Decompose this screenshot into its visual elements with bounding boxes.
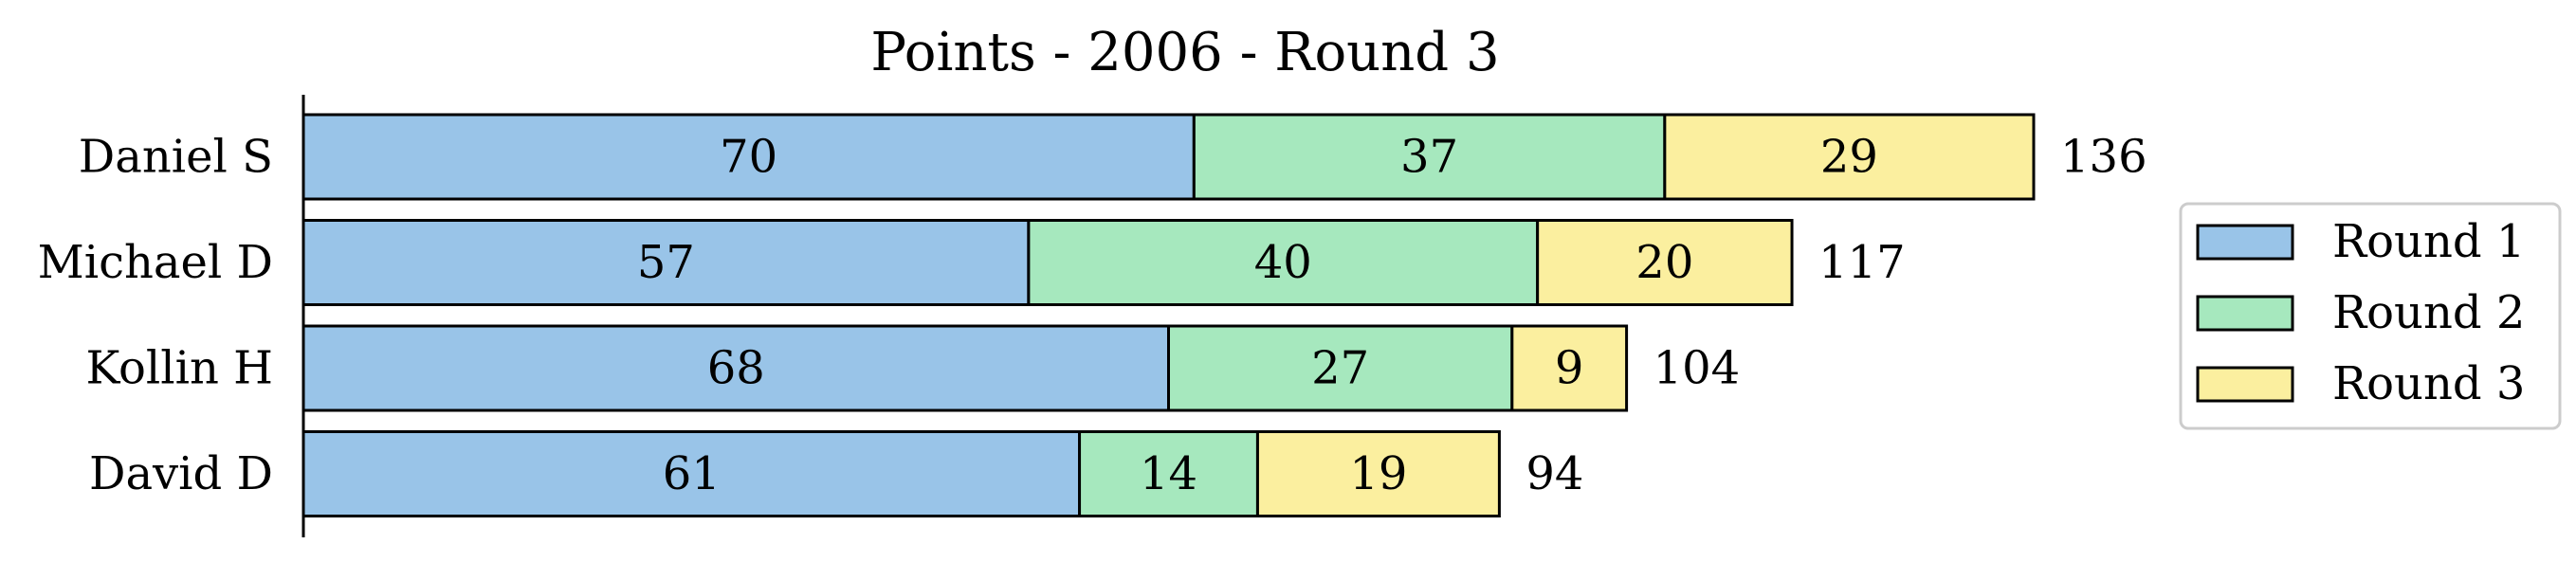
segment-value-label: 37 <box>1400 131 1458 184</box>
bar-segment <box>1255 430 1501 517</box>
category-label: Michael D <box>38 236 273 289</box>
segment-value-label: 68 <box>707 342 765 395</box>
category-label: Kollin H <box>85 342 273 395</box>
segment-value-label: 57 <box>637 236 695 289</box>
bar-segment <box>301 430 1082 517</box>
total-value-label: 94 <box>1526 447 1583 500</box>
bar-segment <box>1078 430 1259 517</box>
segment-value-label: 19 <box>1349 447 1407 500</box>
legend-label: Round 1 <box>2332 215 2525 268</box>
chart-title: Points - 2006 - Round 3 <box>870 22 1499 83</box>
segment-value-label: 27 <box>1311 342 1369 395</box>
legend-swatch <box>2196 295 2294 332</box>
category-label: David D <box>89 447 273 500</box>
total-labels: 136 117 104 94 <box>1526 131 2147 501</box>
legend-swatch <box>2196 224 2294 261</box>
bar-segment <box>1510 324 1629 412</box>
legend-items: Round 1 Round 2 Round 3 <box>2196 215 2525 410</box>
segment-value-label: 29 <box>1820 131 1878 184</box>
bar-segment <box>1536 219 1794 306</box>
legend-label: Round 2 <box>2332 286 2525 339</box>
bar-segments <box>301 113 2036 517</box>
legend: Round 1 Round 2 Round 3 <box>2179 202 2562 430</box>
segment-value-label: 14 <box>1140 447 1197 500</box>
bar-segment <box>1663 113 2036 201</box>
bar-segment <box>1192 113 1667 201</box>
segment-value-label: 70 <box>720 131 777 184</box>
segment-labels: 70 37 29 57 40 20 68 27 9 61 14 19 <box>637 131 1878 501</box>
segment-value-label: 61 <box>663 447 721 500</box>
total-value-label: 104 <box>1653 342 1741 395</box>
segment-value-label: 20 <box>1635 236 1693 289</box>
total-value-label: 117 <box>1818 236 1906 289</box>
segment-value-label: 9 <box>1555 342 1584 395</box>
category-labels: Daniel S Michael D Kollin H David D <box>38 131 273 501</box>
total-value-label: 136 <box>2060 131 2147 184</box>
segment-value-label: 40 <box>1254 236 1312 289</box>
category-label: Daniel S <box>79 131 273 184</box>
legend-label: Round 3 <box>2332 357 2525 410</box>
legend-swatch <box>2196 366 2294 403</box>
